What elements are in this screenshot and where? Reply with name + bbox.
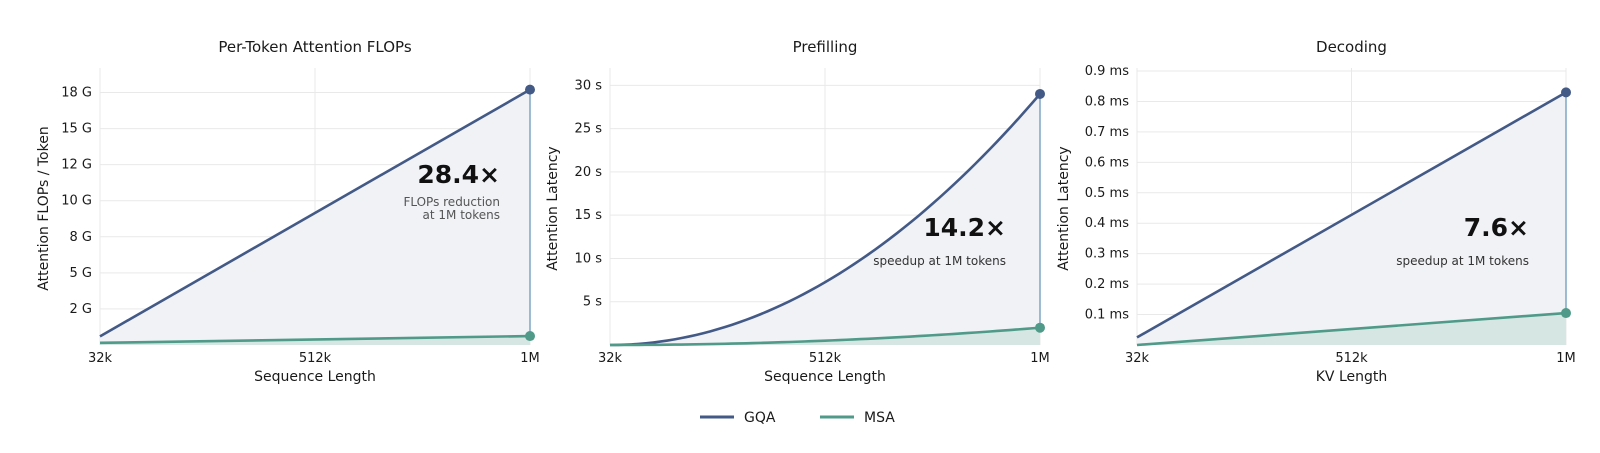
- y-tick-label: 25 s: [575, 122, 603, 137]
- y-tick-label: 5 G: [70, 266, 92, 281]
- panel-title: Prefilling: [793, 38, 858, 56]
- speedup-note: speedup at 1M tokens: [1396, 254, 1529, 268]
- series-line-msa: [99, 334, 531, 345]
- series-line-gqa: [1136, 91, 1567, 339]
- y-tick-label: 0.7 ms: [1085, 125, 1129, 140]
- panel-title: Decoding: [1316, 38, 1387, 56]
- end-point-gqa: [1561, 87, 1571, 98]
- y-tick-label: 8 G: [70, 230, 92, 245]
- speedup-value: 28.4×: [417, 160, 500, 189]
- y-tick-label: 0.9 ms: [1085, 64, 1129, 79]
- y-tick-label: 15 s: [575, 208, 603, 223]
- y-tick-label: 0.5 ms: [1085, 186, 1129, 201]
- speedup-note: speedup at 1M tokens: [873, 254, 1006, 268]
- y-tick-label: 0.4 ms: [1085, 216, 1129, 231]
- panel-3: 0.1 ms 0.2 ms 0.3 ms 0.4 ms 0.5 ms 0.6 ms 0.7 …: [1056, 38, 1576, 385]
- speedup-note: at 1M tokens: [423, 208, 500, 222]
- y-tick-label: 12 G: [61, 158, 92, 173]
- speedup-value: 14.2×: [923, 213, 1006, 242]
- x-tick-label: 512k: [809, 351, 842, 366]
- panel-2: 5 s 10 s 15 s 20 s 25 s 30 s 32k 512k 1M Prefilli…: [545, 38, 1050, 385]
- y-tick-label: 5 s: [583, 295, 602, 310]
- end-point-gqa: [1035, 88, 1045, 99]
- series-line-gqa: [609, 93, 1041, 347]
- y-tick-label: 0.1 ms: [1085, 308, 1129, 323]
- series-line-msa: [1136, 311, 1567, 347]
- y-tick-label: 15 G: [61, 122, 92, 137]
- y-tick-label: 2 G: [70, 302, 92, 317]
- end-point-msa: [1561, 308, 1571, 319]
- x-tick-label: 1M: [520, 351, 540, 366]
- y-tick-label: 30 s: [575, 78, 603, 93]
- y-axis-label: Attention Latency: [1056, 146, 1072, 270]
- x-tick-label: 1M: [1556, 351, 1576, 366]
- end-point-gqa: [525, 84, 535, 95]
- x-axis-label: Sequence Length: [254, 369, 376, 385]
- gap-area: [1137, 92, 1566, 345]
- y-tick-label: 10 s: [575, 251, 603, 266]
- x-tick-label: 512k: [299, 351, 332, 366]
- x-axis-label: Sequence Length: [764, 369, 886, 385]
- msa-area: [610, 327, 1040, 345]
- x-tick-label: 32k: [1125, 351, 1150, 366]
- gap-area: [610, 93, 1040, 345]
- legend-label-gqa: GQA: [744, 410, 776, 426]
- series-line-gqa: [99, 88, 531, 338]
- x-tick-label: 1M: [1030, 351, 1050, 366]
- y-axis-label: Attention Latency: [545, 146, 561, 270]
- x-tick-label: 32k: [88, 351, 113, 366]
- legend: GQA MSA: [700, 410, 895, 426]
- speedup-value: 7.6×: [1464, 213, 1529, 242]
- x-tick-label: 32k: [598, 351, 623, 366]
- y-tick-label: 20 s: [575, 165, 603, 180]
- end-point-msa: [525, 331, 535, 342]
- y-tick-label: 0.6 ms: [1085, 155, 1129, 170]
- legend-label-msa: MSA: [864, 410, 895, 426]
- x-axis-label: KV Length: [1316, 369, 1388, 385]
- y-tick-label: 0.8 ms: [1085, 94, 1129, 109]
- panel-title: Per-Token Attention FLOPs: [218, 38, 411, 56]
- y-axis-label: Attention FLOPs / Token: [36, 126, 52, 290]
- speedup-note: FLOPs reduction: [403, 195, 500, 209]
- x-tick-label: 512k: [1335, 351, 1368, 366]
- gap-area: [100, 89, 530, 343]
- chart-panels: 2 G 5 G 8 G 10 G 12 G 15 G 18 G 32k 512k 1M Per-To…: [36, 38, 1576, 385]
- y-tick-label: 18 G: [61, 86, 92, 101]
- panel-1: 2 G 5 G 8 G 10 G 12 G 15 G 18 G 32k 512k 1M Per-To…: [36, 38, 540, 385]
- y-tick-label: 10 G: [61, 194, 92, 209]
- series-line-msa: [609, 326, 1041, 347]
- end-point-msa: [1035, 322, 1045, 333]
- y-tick-label: 0.3 ms: [1085, 247, 1129, 262]
- y-tick-label: 0.2 ms: [1085, 277, 1129, 292]
